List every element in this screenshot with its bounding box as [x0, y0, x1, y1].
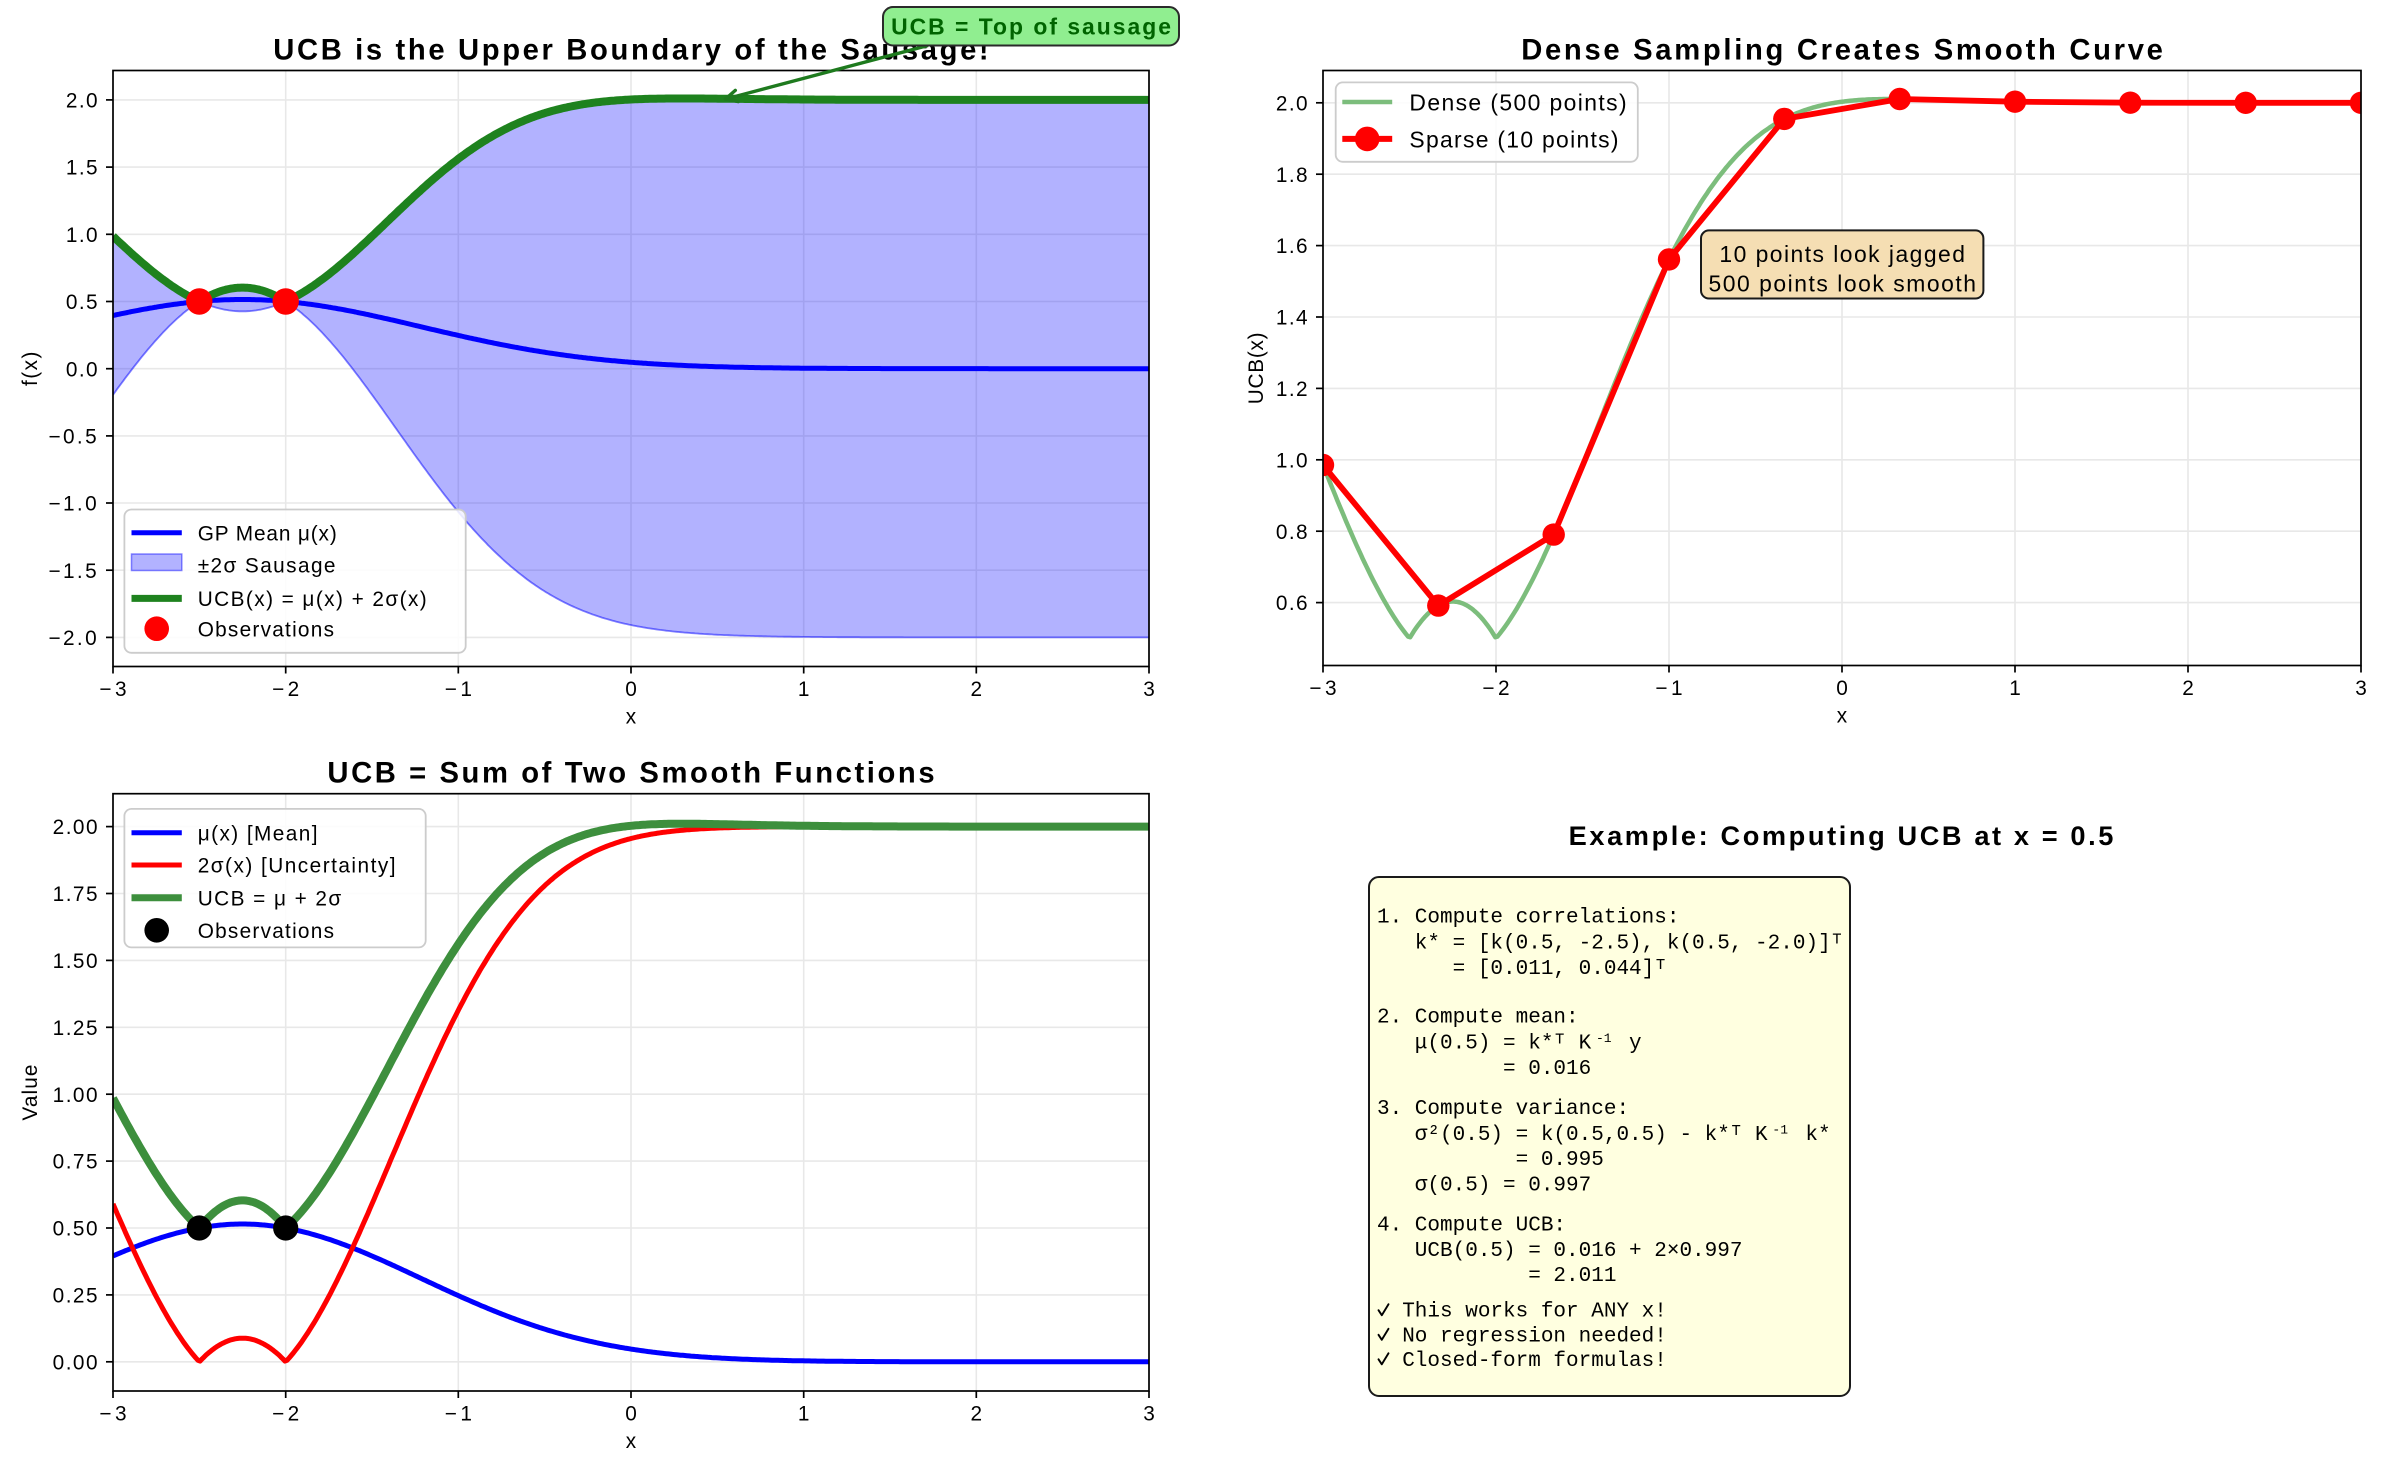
svg-text:0.0: 0.0	[66, 358, 99, 381]
svg-text:0: 0	[1836, 677, 1848, 700]
svg-text:0.50: 0.50	[53, 1218, 99, 1241]
svg-text:−1.5: −1.5	[49, 560, 100, 583]
svg-text:This works for ANY x!: This works for ANY x!	[1377, 1301, 1667, 1324]
svg-text:−3: −3	[1309, 677, 1340, 700]
svg-text:10 points look jagged: 10 points look jagged	[1719, 241, 1966, 267]
svg-text:−1.0: −1.0	[49, 493, 100, 516]
svg-text:1.25: 1.25	[53, 1017, 99, 1040]
svg-text:= 0.995: = 0.995	[1377, 1149, 1604, 1172]
svg-text:−2: −2	[1482, 677, 1513, 700]
svg-text:4. Compute UCB:: 4. Compute UCB:	[1377, 1215, 1566, 1238]
svg-text:2: 2	[971, 678, 983, 701]
svg-text:−2: −2	[272, 1403, 303, 1426]
svg-text:−1: −1	[445, 678, 476, 701]
svg-text:0: 0	[625, 678, 637, 701]
svg-text:1.6: 1.6	[1276, 235, 1309, 258]
svg-text:0: 0	[625, 1403, 637, 1426]
svg-text:2: 2	[2182, 677, 2194, 700]
svg-text:1: 1	[2009, 677, 2021, 700]
svg-text:Value: Value	[19, 1063, 42, 1120]
svg-text:0.8: 0.8	[1276, 521, 1309, 544]
svg-text:3: 3	[1143, 1403, 1155, 1426]
svg-text:x: x	[626, 1430, 637, 1453]
svg-text:-1: -1	[1596, 1031, 1612, 1046]
svg-text:Observations: Observations	[198, 920, 336, 943]
svg-text:1.0: 1.0	[66, 224, 99, 247]
svg-text:−3: −3	[99, 1403, 130, 1426]
svg-text:1.00: 1.00	[53, 1084, 99, 1107]
svg-text:0.25: 0.25	[53, 1285, 99, 1308]
svg-text:2.0: 2.0	[66, 90, 99, 113]
svg-text:Dense (500 points): Dense (500 points)	[1409, 89, 1628, 115]
svg-text:3: 3	[1143, 678, 1155, 701]
svg-text:UCB = μ + 2σ: UCB = μ + 2σ	[198, 887, 343, 910]
svg-text:3. Compute variance:: 3. Compute variance:	[1377, 1098, 1629, 1121]
svg-text:−2.0: −2.0	[49, 627, 100, 650]
svg-text:1.0: 1.0	[1276, 449, 1309, 472]
svg-text:UCB(x): UCB(x)	[1245, 332, 1268, 405]
svg-text:3: 3	[2355, 677, 2367, 700]
svg-text:Closed-form formulas!: Closed-form formulas!	[1377, 1350, 1667, 1373]
svg-text:k* = [k(0.5, -2.5), k(0.5, -2.: k* = [k(0.5, -2.5), k(0.5, -2.0)]ᵀ	[1377, 932, 1843, 955]
svg-text:UCB(x) = μ(x) + 2σ(x): UCB(x) = μ(x) + 2σ(x)	[198, 588, 428, 611]
svg-text:x: x	[1837, 705, 1848, 728]
svg-text:= 0.016: = 0.016	[1377, 1058, 1591, 1081]
svg-text:f(x): f(x)	[19, 350, 42, 386]
svg-text:= 2.011: = 2.011	[1377, 1265, 1616, 1288]
svg-text:UCB(0.5) = 0.016 + 2×0.997: UCB(0.5) = 0.016 + 2×0.997	[1377, 1240, 1742, 1263]
svg-text:1.75: 1.75	[53, 883, 99, 906]
svg-text:y: y	[1616, 1032, 1641, 1055]
svg-text:2: 2	[971, 1403, 983, 1426]
svg-text:σ(0.5) = 0.997: σ(0.5) = 0.997	[1377, 1175, 1591, 1198]
svg-text:2. Compute mean:: 2. Compute mean:	[1377, 1007, 1579, 1030]
svg-text:±2σ Sausage: ±2σ Sausage	[198, 555, 337, 578]
svg-text:0.00: 0.00	[53, 1351, 99, 1374]
svg-text:Observations: Observations	[198, 618, 336, 641]
svg-text:k*: k*	[1793, 1124, 1831, 1147]
svg-text:2σ(x) [Uncertainty]: 2σ(x) [Uncertainty]	[198, 855, 397, 878]
svg-text:500 points look smooth: 500 points look smooth	[1708, 271, 1977, 297]
svg-text:2.00: 2.00	[53, 816, 99, 839]
svg-text:0.6: 0.6	[1276, 592, 1309, 615]
svg-text:Example: Computing UCB at x =: Example: Computing UCB at x = 0.5	[1569, 820, 2116, 851]
svg-text:x: x	[626, 706, 637, 729]
svg-text:−0.5: −0.5	[49, 426, 100, 449]
svg-text:0.75: 0.75	[53, 1151, 99, 1174]
svg-text:σ²(0.5) = k(0.5,0.5) - k*ᵀ K: σ²(0.5) = k(0.5,0.5) - k*ᵀ K	[1377, 1124, 1768, 1147]
svg-text:μ(0.5) = k*ᵀ K: μ(0.5) = k*ᵀ K	[1377, 1032, 1592, 1055]
svg-text:1. Compute correlations:: 1. Compute correlations:	[1377, 906, 1679, 929]
svg-text:1.5: 1.5	[66, 157, 99, 180]
svg-text:−1: −1	[1655, 677, 1686, 700]
svg-text:1: 1	[798, 678, 810, 701]
svg-text:−2: −2	[272, 678, 303, 701]
svg-text:1.50: 1.50	[53, 950, 99, 973]
svg-text:1.4: 1.4	[1276, 307, 1309, 330]
svg-text:Dense Sampling Creates Smooth: Dense Sampling Creates Smooth Curve	[1521, 35, 2165, 67]
svg-text:= [0.011, 0.044]ᵀ: = [0.011, 0.044]ᵀ	[1377, 958, 1667, 981]
svg-text:1.8: 1.8	[1276, 164, 1309, 187]
svg-text:μ(x) [Mean]: μ(x) [Mean]	[198, 822, 319, 845]
svg-text:−3: −3	[99, 678, 130, 701]
svg-text:2.0: 2.0	[1276, 92, 1309, 115]
svg-text:UCB = Sum of Two Smooth Functi: UCB = Sum of Two Smooth Functions	[327, 758, 937, 790]
svg-text:−1: −1	[445, 1403, 476, 1426]
svg-text:Sparse (10 points): Sparse (10 points)	[1409, 126, 1619, 152]
svg-text:1.2: 1.2	[1276, 378, 1309, 401]
svg-text:1: 1	[798, 1403, 810, 1426]
svg-text:UCB = Top of sausage: UCB = Top of sausage	[891, 14, 1173, 40]
svg-text:-1: -1	[1772, 1122, 1788, 1137]
svg-text:GP Mean μ(x): GP Mean μ(x)	[198, 522, 338, 545]
svg-text:0.5: 0.5	[66, 291, 99, 314]
svg-text:No regression needed!: No regression needed!	[1377, 1325, 1667, 1348]
